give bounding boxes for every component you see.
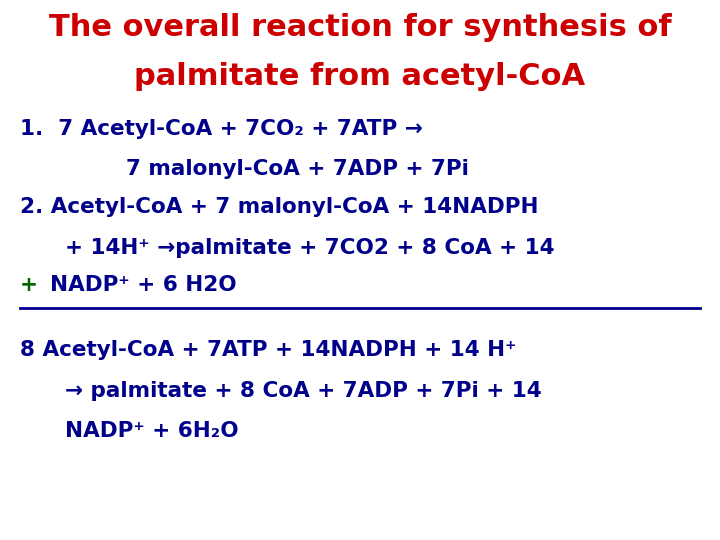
Text: 8 Acetyl-CoA + 7ATP + 14NADPH + 14 H⁺: 8 Acetyl-CoA + 7ATP + 14NADPH + 14 H⁺ (20, 340, 517, 360)
Text: 1.  7 Acetyl-CoA + 7CO₂ + 7ATP →: 1. 7 Acetyl-CoA + 7CO₂ + 7ATP → (20, 119, 423, 139)
Text: palmitate from acetyl-CoA: palmitate from acetyl-CoA (135, 62, 585, 91)
Text: 2. Acetyl-CoA + 7 malonyl-CoA + 14NADPH: 2. Acetyl-CoA + 7 malonyl-CoA + 14NADPH (20, 197, 539, 217)
Text: The overall reaction for synthesis of: The overall reaction for synthesis of (49, 14, 671, 43)
Text: +: + (20, 275, 38, 295)
Text: NADP⁺ + 6H₂O: NADP⁺ + 6H₂O (65, 421, 238, 441)
Text: 7 malonyl-CoA + 7ADP + 7Pi: 7 malonyl-CoA + 7ADP + 7Pi (126, 159, 469, 179)
Text: + 14H⁺ →palmitate + 7CO2 + 8 CoA + 14: + 14H⁺ →palmitate + 7CO2 + 8 CoA + 14 (65, 238, 554, 258)
Text: → palmitate + 8 CoA + 7ADP + 7Pi + 14: → palmitate + 8 CoA + 7ADP + 7Pi + 14 (65, 381, 541, 401)
Text: NADP⁺ + 6 H2O: NADP⁺ + 6 H2O (50, 275, 237, 295)
